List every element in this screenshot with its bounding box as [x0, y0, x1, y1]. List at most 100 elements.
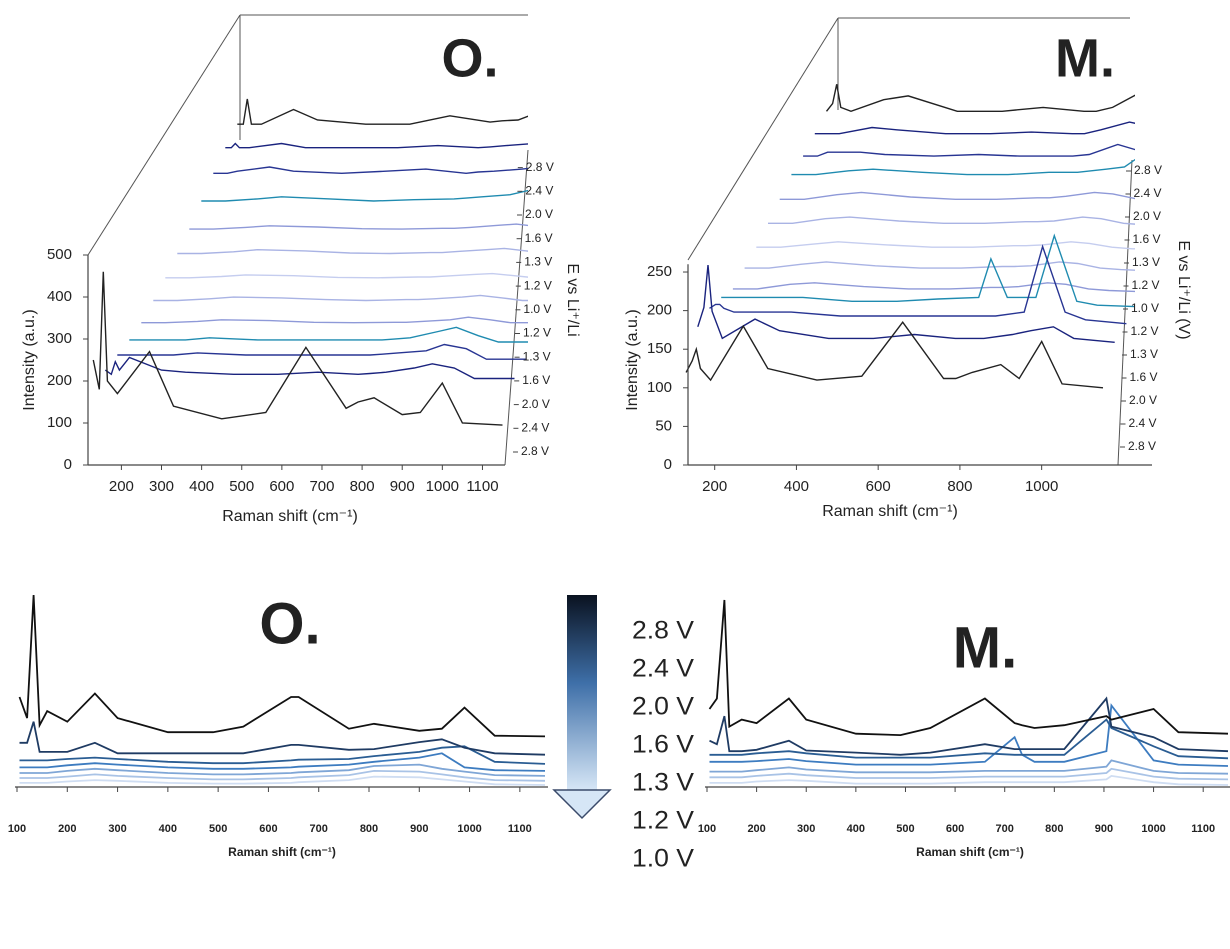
- x-tick-label: 1000: [1025, 478, 1058, 495]
- spectrum-line: [201, 189, 528, 202]
- x-tick-label: 200: [109, 478, 134, 495]
- y-tick-label: 100: [47, 414, 72, 431]
- spectrum-line: [721, 233, 1135, 308]
- depth-label: 1.2 V: [523, 326, 551, 340]
- depth-label: 1.3 V: [524, 255, 552, 269]
- x-tick-label: 1100: [508, 823, 532, 835]
- y-tick-label: 150: [647, 340, 672, 357]
- spectrum-line: [225, 142, 528, 149]
- legend-label: 1.0 V: [632, 845, 694, 873]
- spectrum-line: [117, 343, 527, 360]
- x-tick-label: 600: [866, 478, 891, 495]
- spectrum-line: [19, 763, 546, 777]
- x-tick-label: 800: [350, 478, 375, 495]
- depth-label: 2.8 V: [526, 160, 554, 174]
- x-axis-label: Raman shift (cm⁻¹): [228, 845, 336, 859]
- spectrum-line: [825, 84, 1135, 113]
- spectrum-line: [697, 265, 1115, 343]
- spectrum-line: [814, 121, 1135, 135]
- x-tick-label: 600: [259, 823, 277, 835]
- x-tick-label: 600: [946, 823, 964, 835]
- x-tick-label: 700: [310, 823, 328, 835]
- spectrum-line: [129, 326, 528, 343]
- spectrum-line: [709, 767, 1229, 781]
- x-axis-label: Raman shift (cm⁻¹): [822, 503, 958, 520]
- y-tick-label: 200: [47, 372, 72, 389]
- depth-label: 2.8 V: [1128, 439, 1156, 453]
- x-tick-label: 200: [58, 823, 76, 835]
- spectrum-line: [708, 599, 1229, 737]
- spectrum-line: [165, 272, 528, 279]
- depth-label: 1.6 V: [1133, 232, 1161, 246]
- y-axis-label: Intensity (a.u.): [21, 309, 38, 410]
- x-tick-label: 1100: [466, 478, 498, 495]
- spectrum-line: [19, 775, 546, 786]
- spectrum-line: [19, 721, 546, 756]
- x-tick-label: 900: [410, 823, 428, 835]
- depth-label: 2.0 V: [1129, 393, 1157, 407]
- plot-area: [708, 599, 1229, 786]
- x-tick-label: 700: [309, 478, 334, 495]
- spectrum-line: [177, 247, 528, 255]
- spectrum-line: [104, 356, 515, 380]
- x-tick-label: 900: [390, 478, 415, 495]
- spectrum-line: [141, 316, 528, 324]
- y-tick-label: 250: [647, 263, 672, 280]
- depth-label: 1.2 V: [1132, 278, 1160, 292]
- legend-label: 2.0 V: [632, 693, 694, 721]
- x-tick-label: 1000: [457, 823, 481, 835]
- spectrum-line: [709, 718, 1229, 760]
- x-axis-label: Raman shift (cm⁻¹): [222, 508, 358, 525]
- plot-area: [18, 594, 546, 786]
- x-tick-label: 1000: [1141, 823, 1165, 835]
- x-tick-label: 1000: [426, 478, 459, 495]
- depth-label: 1.2 V: [1131, 324, 1159, 338]
- spectrum-line: [744, 261, 1135, 271]
- spectrum-line: [153, 294, 528, 302]
- legend-label: 2.4 V: [632, 655, 694, 683]
- legend-label: 1.3 V: [632, 769, 694, 797]
- frame-top-left: [87, 14, 529, 466]
- x-tick-label: 500: [229, 478, 254, 495]
- x-tick-label: 700: [996, 823, 1014, 835]
- spectrum-line: [213, 166, 528, 175]
- spectrum-line: [709, 774, 1229, 786]
- depth-label: 1.0 V: [523, 302, 551, 316]
- x-tick-label: 500: [209, 823, 227, 835]
- x-tick-label: 300: [149, 478, 174, 495]
- x-tick-label: 100: [8, 823, 26, 835]
- y-axis-label: Intensity (a.u.): [624, 309, 641, 410]
- y-tick-label: 100: [647, 379, 672, 396]
- x-tick-label: 400: [847, 823, 865, 835]
- spectrum-line: [709, 696, 1229, 756]
- plot-area: [685, 84, 1135, 389]
- x-tick-label: 800: [1045, 823, 1063, 835]
- depth-label: 1.3 V: [1130, 347, 1158, 361]
- x-axis-label: Raman shift (cm⁻¹): [916, 845, 1024, 859]
- y-tick-label: 0: [64, 456, 72, 473]
- spectrum-line: [709, 759, 1229, 775]
- spectrum-line: [237, 98, 528, 125]
- spectrum-line: [791, 158, 1135, 176]
- spectrum-line: [732, 282, 1135, 293]
- spectrum-line: [756, 241, 1135, 250]
- legend-label: 1.6 V: [632, 731, 694, 759]
- y-tick-label: 50: [655, 417, 672, 434]
- depth-label: 2.4 V: [1129, 416, 1157, 430]
- frame-top-right: [687, 17, 1133, 466]
- depth-label: 2.0 V: [522, 397, 550, 411]
- x-tick-label: 400: [189, 478, 214, 495]
- depth-label: 2.4 V: [1134, 186, 1162, 200]
- x-tick-label: 1100: [1191, 823, 1215, 835]
- depth-label: 2.0 V: [525, 207, 553, 221]
- x-tick-label: 500: [896, 823, 914, 835]
- depth-label: 1.0 V: [1131, 301, 1159, 315]
- plot-area: [92, 98, 528, 426]
- spectrum-line: [779, 191, 1135, 200]
- depth-label: 2.4 V: [525, 183, 553, 197]
- x-tick-label: 800: [947, 478, 972, 495]
- x-tick-label: 400: [159, 823, 177, 835]
- x-tick-label: 200: [702, 478, 727, 495]
- y-tick-label: 0: [664, 456, 672, 473]
